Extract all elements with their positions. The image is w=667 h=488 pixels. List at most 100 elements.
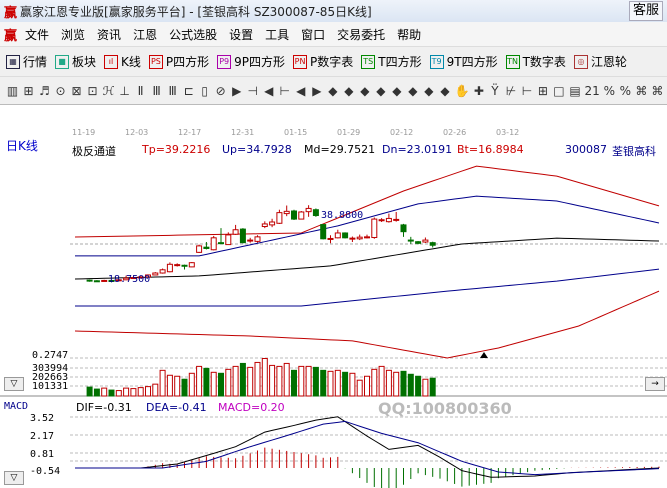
menu-item-1[interactable]: 浏览	[61, 27, 86, 42]
tool-icon-15[interactable]: ⊣	[247, 83, 258, 98]
candle-body	[247, 239, 254, 242]
candle-body	[101, 279, 108, 282]
tool-icon-31[interactable]: ⊬	[505, 83, 517, 98]
tool-icon-19[interactable]: ▶	[312, 83, 322, 98]
tool-icon-13[interactable]: ⊘	[215, 83, 226, 98]
tool-icon-20[interactable]: ◆	[328, 83, 338, 98]
candle-body	[159, 269, 166, 274]
tool-icon-27[interactable]: ◆	[440, 83, 450, 98]
tool-icon-8[interactable]: Ⅱ	[137, 83, 144, 98]
menu-item-3[interactable]: 江恩	[133, 27, 158, 42]
candle-body	[429, 242, 436, 246]
volume-bar	[225, 368, 232, 397]
volume-bar	[305, 365, 312, 397]
tool-icon-3[interactable]: ⊙	[55, 83, 66, 98]
toolbar-button-6[interactable]: TS T四方形	[361, 53, 422, 70]
menu-item-4[interactable]: 公式选股	[169, 27, 218, 42]
menu-item-7[interactable]: 窗口	[301, 27, 326, 42]
volume-bar	[393, 371, 400, 397]
candle-body	[320, 224, 327, 240]
menu-item-9[interactable]: 帮助	[397, 27, 422, 42]
toolbar-button-0[interactable]: ▦ 行情	[6, 53, 47, 70]
tool-icon-11[interactable]: ⊏	[183, 83, 194, 98]
period-label[interactable]: 日K线	[6, 139, 38, 153]
scroll-right-button[interactable]: →	[645, 377, 665, 391]
menu-item-6[interactable]: 工具	[265, 27, 290, 42]
drawing-toolbar: ▥ ⊞ ♬ ⊙ ⊠ ⊡ ℋ ⊥ Ⅱ Ⅲ Ⅲ ⊏ ▯ ⊘ ▶ ⊣ ◀ ⊢ ◀ ▶ ◆ ◆ ◆ ◆ ◆ ◆ ◆ ◆ ✋ ✚ Ÿ ⊬ ⊢ ⊞ □ ▤ 21%%…	[0, 76, 667, 104]
customer-service-button[interactable]: 客服	[628, 1, 663, 21]
tool-icon-4[interactable]: ⊠	[71, 83, 82, 98]
candle-body	[123, 277, 130, 281]
tool-icon-35[interactable]: ▤	[569, 83, 581, 98]
toolbar-label: 行情	[23, 55, 48, 69]
tool-icon-0[interactable]: ▥	[6, 83, 19, 98]
tool-icon-29[interactable]: ✚	[473, 83, 484, 98]
tool-icon-24[interactable]: ◆	[392, 83, 402, 98]
candle-body	[385, 217, 392, 223]
tool-icon-17[interactable]: ⊢	[279, 83, 290, 98]
toolbar-label: T四方形	[378, 55, 422, 69]
volume-bar	[181, 378, 188, 397]
tool-icon-33[interactable]: ⊞	[537, 83, 548, 98]
tool-icon-23[interactable]: ◆	[376, 83, 386, 98]
menu-item-8[interactable]: 交易委托	[337, 27, 386, 42]
tool-icon-39[interactable]: ⌘	[635, 83, 648, 98]
ts-icon: TS	[361, 54, 376, 69]
macd-value: MACD=0.20	[218, 401, 285, 414]
collapse-volume-button[interactable]: ▽	[4, 377, 24, 391]
candle-body	[130, 277, 137, 280]
tool-icon-18[interactable]: ◀	[296, 83, 306, 98]
tool-icon-14[interactable]: ▶	[232, 83, 242, 98]
menu-item-5[interactable]: 设置	[229, 27, 254, 42]
tool-icon-2[interactable]: ♬	[39, 83, 50, 98]
volume-bar	[196, 365, 203, 397]
tool-icon-9[interactable]: Ⅲ	[152, 83, 161, 98]
candle-body	[145, 274, 151, 278]
toolbar-button-2[interactable]: ıl K线	[104, 53, 141, 70]
toolbar-button-7[interactable]: T9 9T四方形	[429, 53, 498, 70]
candle-body	[393, 218, 400, 221]
tool-icon-10[interactable]: Ⅲ	[168, 83, 177, 98]
tool-icon-7[interactable]: ⊥	[119, 83, 130, 98]
tool-icon-32[interactable]: ⊢	[521, 83, 533, 98]
tool-icon-25[interactable]: ◆	[408, 83, 418, 98]
low-price-label: 18.7500	[108, 274, 150, 285]
tool-icon-16[interactable]: ◀	[264, 83, 274, 98]
tool-icon-26[interactable]: ◆	[424, 83, 434, 98]
date-tick: 01-15	[284, 128, 308, 137]
date-tick: 12-31	[231, 128, 255, 137]
tool-icon-1[interactable]: ⊞	[23, 83, 34, 98]
gann-wheel-icon: ◎	[573, 54, 588, 69]
tool-icon-36[interactable]: 21	[584, 83, 600, 98]
date-tick: 02-12	[390, 128, 414, 137]
tool-icon-12[interactable]: ▯	[201, 83, 208, 98]
candle-body	[203, 246, 210, 249]
menu-item-0[interactable]: 文件	[25, 27, 50, 42]
volume-bar	[429, 377, 436, 397]
tool-icon-38[interactable]: %	[619, 83, 631, 98]
tool-icon-30[interactable]: Ÿ	[491, 83, 499, 98]
tool-icon-22[interactable]: ◆	[360, 83, 370, 98]
menu-item-2[interactable]: 资讯	[97, 27, 122, 42]
tool-icon-21[interactable]: ◆	[344, 83, 354, 98]
title-bar: 赢 赢家江恩专业版[赢家服务平台] - [荃银高科 SZ300087-85日K线…	[0, 0, 667, 22]
toolbar-button-4[interactable]: P9 9P四方形	[217, 53, 285, 70]
toolbar-label: P四方形	[165, 55, 210, 69]
date-tick: 02-26	[443, 128, 467, 137]
volume-axis-label: 303994	[32, 363, 68, 374]
collapse-macd-button[interactable]: ▽	[4, 471, 24, 485]
toolbar-button-1[interactable]: ■ 板块	[55, 53, 96, 70]
tool-icon-40[interactable]: ⌘	[651, 83, 664, 98]
tool-icon-28[interactable]: ✋	[454, 83, 470, 98]
tool-icon-5[interactable]: ⊡	[87, 83, 98, 98]
tool-icon-6[interactable]: ℋ	[102, 83, 115, 98]
toolbar-button-5[interactable]: PN P数字表	[293, 53, 353, 70]
tool-icon-34[interactable]: □	[553, 83, 565, 98]
volume-bar	[152, 383, 159, 397]
candle-body	[239, 228, 246, 244]
toolbar-button-9[interactable]: ◎ 江恩轮	[573, 53, 627, 70]
toolbar-button-8[interactable]: TN T数字表	[505, 53, 566, 70]
tool-icon-37[interactable]: %	[603, 83, 615, 98]
toolbar-button-3[interactable]: PS P四方形	[148, 53, 210, 70]
